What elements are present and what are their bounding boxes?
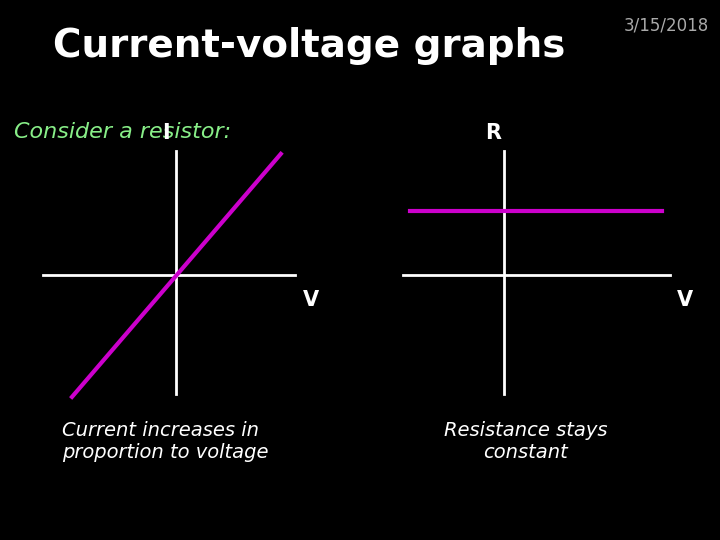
Text: R: R [485, 123, 501, 143]
Text: V: V [677, 289, 693, 310]
Text: Resistance stays
constant: Resistance stays constant [444, 421, 608, 462]
Text: 3/15/2018: 3/15/2018 [624, 16, 709, 34]
Text: V: V [302, 289, 318, 310]
Text: Current increases in
proportion to voltage: Current increases in proportion to volta… [63, 421, 269, 462]
Text: Current-voltage graphs: Current-voltage graphs [53, 27, 566, 65]
Text: Consider a resistor:: Consider a resistor: [14, 122, 232, 141]
Text: I: I [162, 123, 169, 143]
